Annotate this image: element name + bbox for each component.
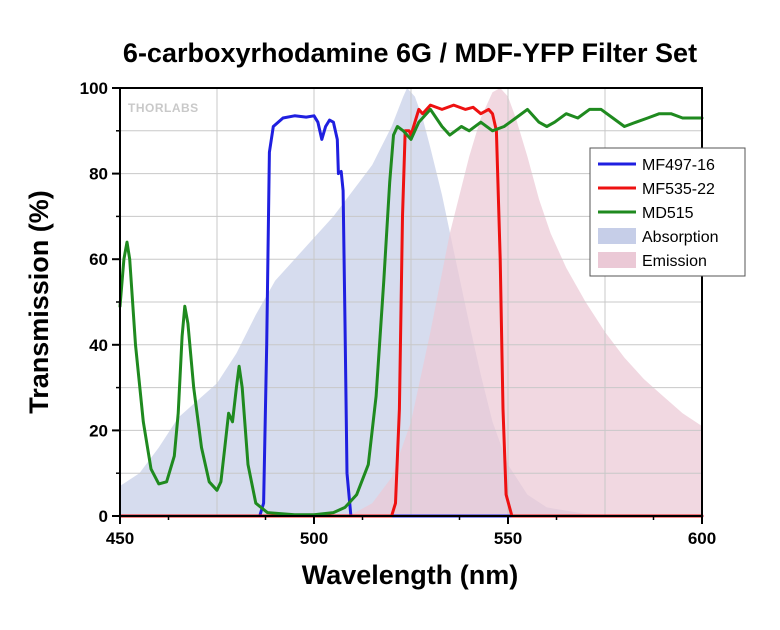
legend-label-mf535-22: MF535-22 (642, 181, 715, 198)
area-emission (120, 88, 702, 516)
y-tick-label: 60 (89, 250, 108, 269)
x-tick-label: 450 (106, 529, 134, 548)
legend-label-absorption: Absorption (642, 229, 719, 246)
legend-label-md515: MD515 (642, 205, 694, 222)
x-axis-label: Wavelength (nm) (302, 560, 519, 590)
legend: MF497-16 MF535-22 MD515 Absorption Emission (589, 147, 746, 277)
legend-label-mf497-16: MF497-16 (642, 157, 715, 174)
chart-title: 6-carboxyrhodamine 6G / MDF-YFP Filter S… (123, 38, 697, 68)
y-tick-label: 80 (89, 165, 108, 184)
line-series-group (118, 103, 704, 518)
y-tick-label: 40 (89, 336, 108, 355)
series-line-mf535-22 (118, 103, 704, 518)
x-tick-label: 600 (688, 529, 716, 548)
legend-swatch-emission (598, 252, 636, 268)
legend-swatch-absorption (598, 228, 636, 244)
thorlabs-watermark: THORLABS (128, 101, 199, 115)
legend-label-emission: Emission (642, 253, 707, 270)
x-tick-label: 550 (494, 529, 522, 548)
x-tick-label: 500 (300, 529, 328, 548)
y-tick-label: 20 (89, 421, 108, 440)
series-line-mf497-16 (118, 114, 704, 518)
series-line-md515 (118, 107, 704, 517)
y-axis-ticks: 0 20 40 60 80 100 (80, 79, 120, 526)
y-tick-label: 0 (99, 507, 108, 526)
x-axis-ticks: 450 500 550 600 (106, 516, 716, 548)
y-tick-label: 100 (80, 79, 108, 98)
y-axis-label: Transmission (%) (24, 190, 54, 414)
